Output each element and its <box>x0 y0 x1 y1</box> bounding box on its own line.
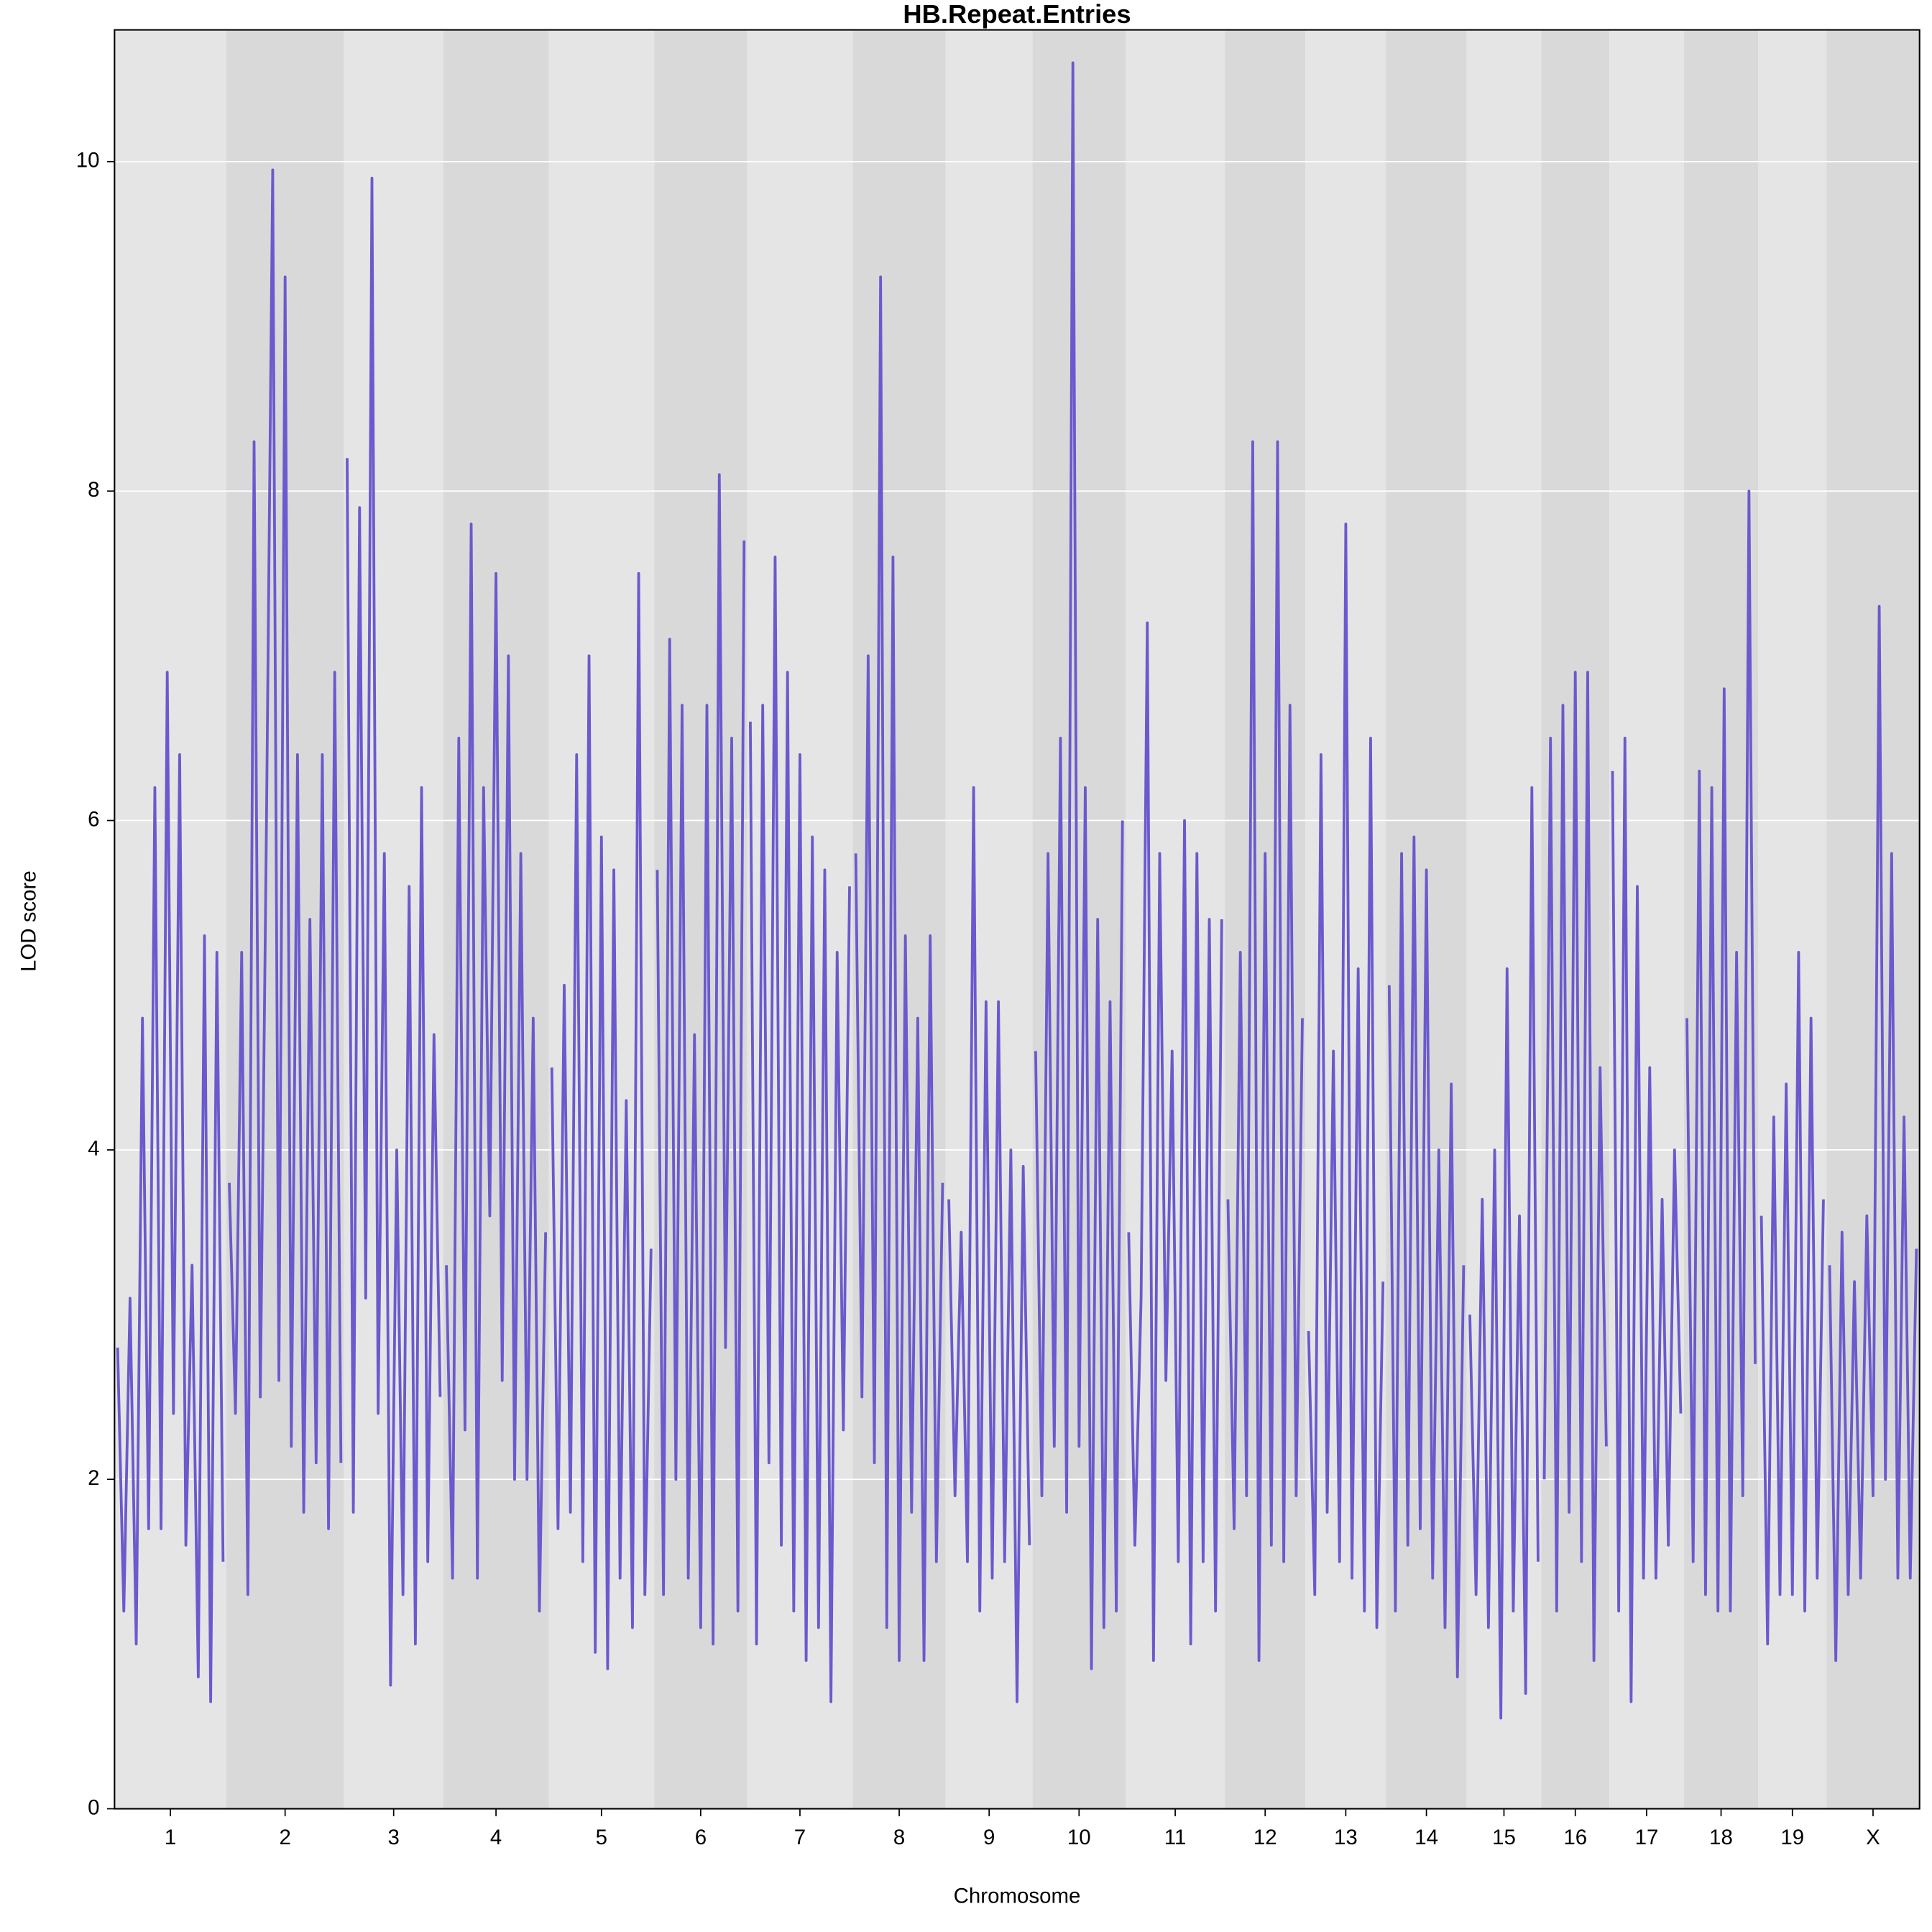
x-tick-label: 18 <box>1709 1826 1733 1849</box>
x-tick-label: 19 <box>1780 1826 1804 1849</box>
x-tick-label: 9 <box>983 1826 995 1849</box>
x-tick-label: 7 <box>794 1826 806 1849</box>
lines <box>116 61 1918 1720</box>
x-tick-label: 10 <box>1067 1826 1091 1849</box>
lod-line <box>1127 621 1223 1662</box>
lod-line <box>854 275 944 1662</box>
lod-line <box>445 523 548 1613</box>
lod-line <box>1468 786 1540 1720</box>
x-tick-label: 6 <box>695 1826 707 1849</box>
y-tick-label: 4 <box>88 1137 99 1161</box>
x-tick-label: 15 <box>1492 1826 1516 1849</box>
x-tick-label: 14 <box>1414 1826 1438 1849</box>
y-tick-label: 0 <box>88 1795 99 1819</box>
chart-title: HB.Repeat.Entries <box>903 0 1131 29</box>
y-axis-label: LOD score <box>17 870 40 972</box>
x-tick-label: 13 <box>1334 1826 1358 1849</box>
lod-line <box>947 786 1031 1703</box>
lod-line <box>346 176 442 1687</box>
x-tick-label: 1 <box>165 1826 176 1849</box>
lod-line <box>1307 523 1385 1629</box>
lod-line <box>1828 604 1918 1662</box>
lod-line <box>116 671 225 1703</box>
lod-line <box>1611 737 1683 1703</box>
x-tick-label: 12 <box>1254 1826 1277 1849</box>
lod-line <box>1685 489 1757 1613</box>
x-tick-label: 3 <box>388 1826 400 1849</box>
lod-line <box>656 473 746 1646</box>
y-tick-label: 10 <box>76 149 100 172</box>
chromosome-band <box>1305 29 1386 1809</box>
y-tick-label: 8 <box>88 478 99 502</box>
lod-line <box>1760 950 1825 1646</box>
lod-line <box>1542 671 1608 1662</box>
x-tick-label: 4 <box>490 1826 502 1849</box>
x-axis-label: Chromosome <box>954 1884 1081 1908</box>
lod-line <box>1387 835 1466 1679</box>
chromosome-band <box>1826 29 1920 1809</box>
plot-frame <box>114 29 1920 1810</box>
x-tick-label: 8 <box>893 1826 905 1849</box>
chromosome-band <box>1466 29 1542 1809</box>
x-tick-label: 5 <box>596 1826 607 1849</box>
x-tick-label: X <box>1866 1826 1880 1849</box>
x-tick-label: 17 <box>1635 1826 1659 1849</box>
lod-line <box>749 555 851 1703</box>
x-tick-label: 16 <box>1563 1826 1587 1849</box>
lod-line <box>228 168 343 1596</box>
y-tick-label: 2 <box>88 1466 99 1490</box>
x-tick-label: 11 <box>1164 1826 1187 1849</box>
lod-line <box>1034 61 1124 1670</box>
lod-line <box>550 571 653 1670</box>
y-tick-label: 6 <box>88 807 99 831</box>
x-tick-label: 2 <box>279 1826 290 1849</box>
lod-line <box>1226 440 1304 1662</box>
chromosome-band <box>1609 29 1684 1809</box>
